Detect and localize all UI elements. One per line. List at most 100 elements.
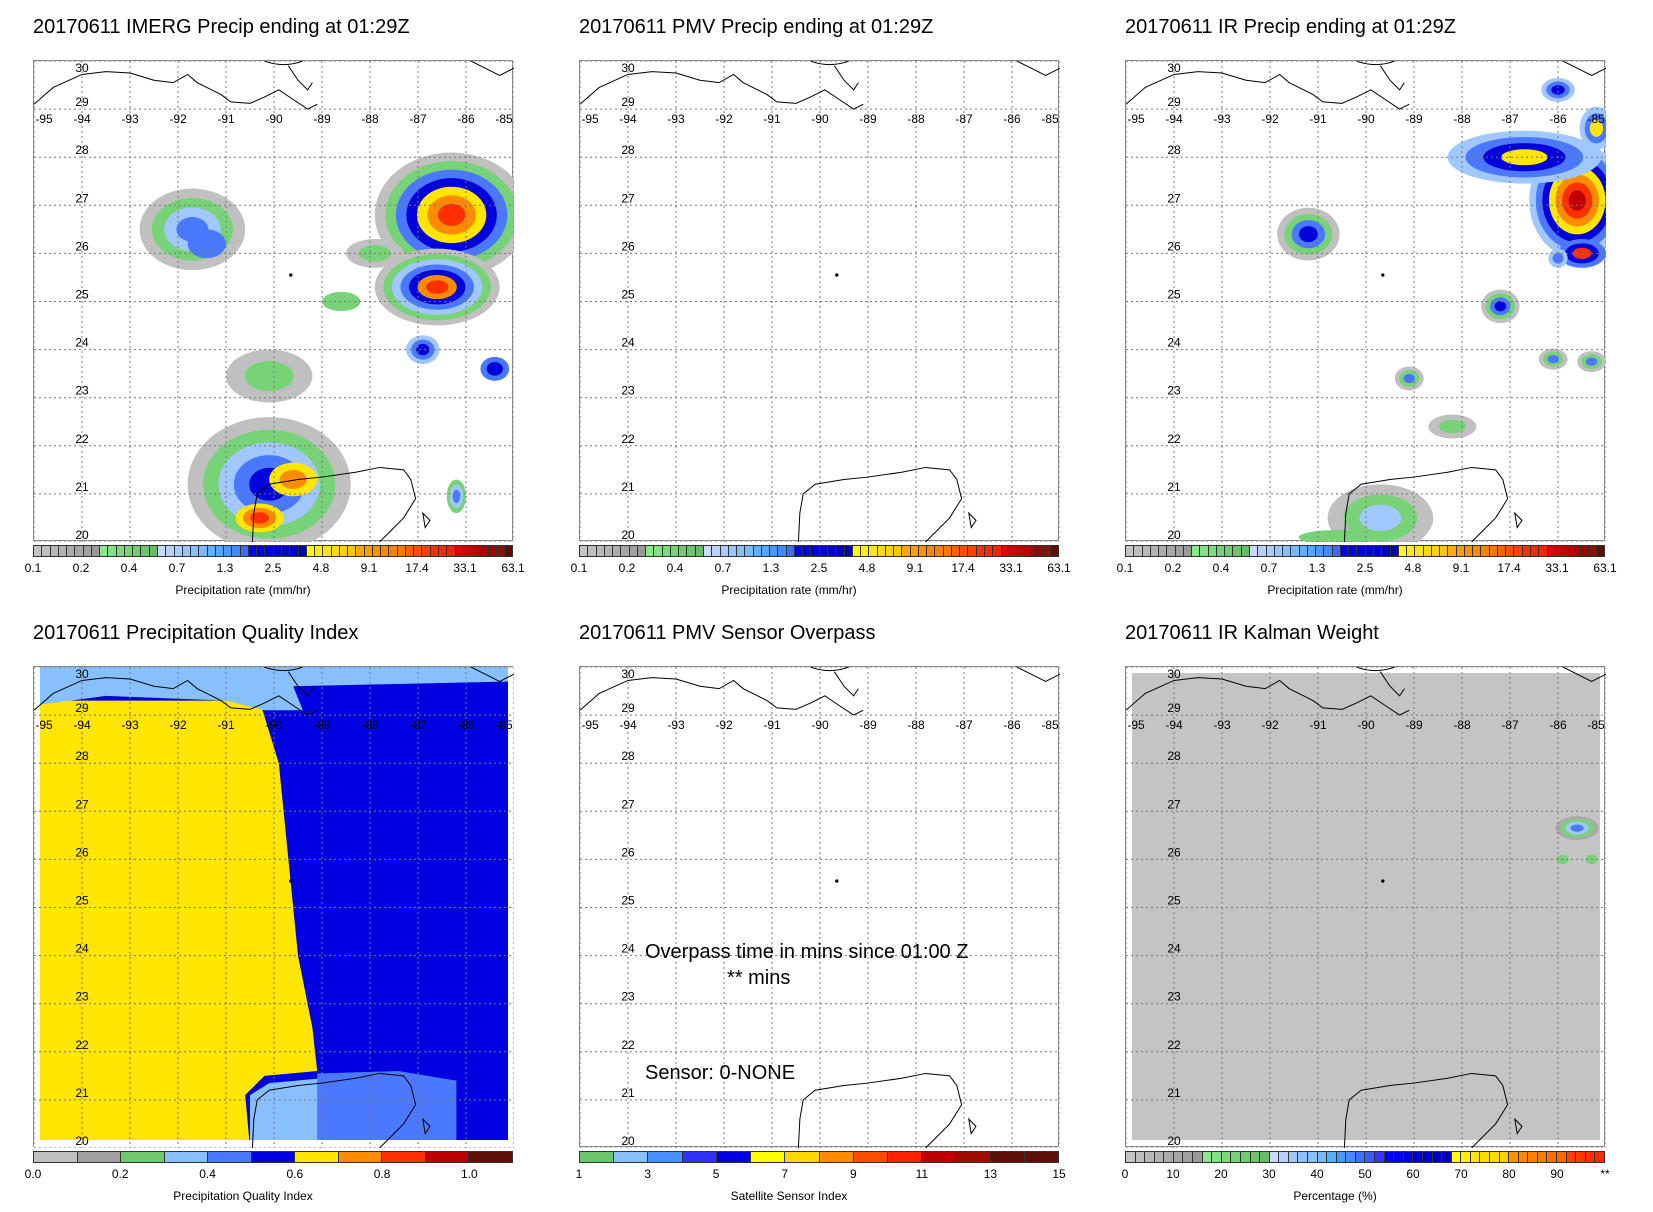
lon-tick-label: -88 bbox=[361, 112, 379, 126]
colorbar-tick-label: 0.7 bbox=[714, 561, 732, 575]
colorbar-bin bbox=[1470, 1152, 1481, 1162]
panel-title: 20170611 Precipitation Quality Index bbox=[33, 622, 359, 644]
lon-tick-label: -93 bbox=[121, 718, 139, 732]
colorbar-bin bbox=[1026, 546, 1035, 556]
colorbar-tick-label: 11 bbox=[915, 1167, 929, 1181]
colorbar-bin bbox=[827, 546, 837, 556]
precip-contour bbox=[1570, 824, 1584, 832]
lon-tick-label: -90 bbox=[811, 718, 829, 732]
colorbar-tick-label: 1.0 bbox=[461, 1167, 478, 1181]
precip-contour bbox=[244, 361, 294, 391]
pqi-region-mid bbox=[317, 1071, 457, 1148]
colorbar-bin bbox=[1145, 1152, 1155, 1162]
colorbar-bin bbox=[315, 546, 324, 556]
colorbar-bin bbox=[505, 546, 513, 556]
colorbar-bin bbox=[960, 546, 969, 556]
colorbar-tick-label: 0.6 bbox=[286, 1167, 304, 1181]
colorbar-bin bbox=[1142, 546, 1151, 556]
colorbar-bin bbox=[951, 546, 961, 556]
colorbar-tick-label: 33.1 bbox=[1545, 561, 1569, 575]
colorbar-bin bbox=[1307, 1152, 1318, 1162]
map-grid bbox=[1126, 61, 1606, 542]
precip-cell bbox=[187, 229, 226, 259]
mississippi-delta bbox=[287, 671, 313, 697]
gulf-coast-us bbox=[580, 677, 864, 716]
colorbar-bin bbox=[1518, 1152, 1529, 1162]
lake-pontchartrain bbox=[264, 61, 303, 66]
lon-tick-label: -91 bbox=[1309, 718, 1327, 732]
colorbar-title: Precipitation rate (mm/hr) bbox=[1267, 583, 1403, 597]
lon-tick-label: -93 bbox=[667, 112, 685, 126]
colorbar-tick-label: 0.8 bbox=[373, 1167, 391, 1181]
colorbar-tick-label: 50 bbox=[1358, 1167, 1372, 1181]
colorbar-title: Satellite Sensor Index bbox=[730, 1189, 848, 1203]
colorbar-bin bbox=[75, 546, 84, 556]
colorbar-bin bbox=[604, 546, 614, 556]
florida-panhandle bbox=[470, 667, 514, 682]
lat-tick-label: 25 bbox=[75, 288, 89, 302]
reef-islet bbox=[289, 879, 293, 883]
lon-tick-label: -85 bbox=[1587, 718, 1605, 732]
colorbar-bin bbox=[1164, 1152, 1174, 1162]
map-pqi: -95 -94 -93 -92 -91 -90 -89 -88 -87 -86 -85 20 21 22 2… bbox=[33, 666, 514, 1148]
colorbar-bin bbox=[381, 546, 390, 556]
colorbar-bin bbox=[1580, 546, 1589, 556]
colorbar-bin bbox=[1299, 546, 1308, 556]
colorbar-tick-label: 63.1 bbox=[1593, 561, 1617, 575]
colorbar-bin bbox=[1018, 546, 1027, 556]
colorbar-bin bbox=[927, 546, 936, 556]
lat-tick-label: 27 bbox=[1167, 191, 1181, 205]
colorbar-labels: 0.0 0.2 0.4 0.6 0.8 1.0 bbox=[25, 1167, 513, 1183]
lat-tick-label: 28 bbox=[621, 749, 635, 763]
colorbar-bin bbox=[1346, 1152, 1356, 1162]
yucatan-coast bbox=[1343, 1072, 1509, 1148]
colorbar-bin bbox=[588, 546, 597, 556]
lon-tick-label: -85 bbox=[1041, 112, 1059, 126]
colorbar-bin bbox=[1009, 546, 1019, 556]
colorbar-bin bbox=[1154, 1152, 1165, 1162]
reef-islet bbox=[1381, 273, 1385, 277]
precip-cell bbox=[446, 479, 466, 514]
pqi-region-yucatan bbox=[250, 1078, 327, 1148]
lon-tick-label: -92 bbox=[1261, 718, 1279, 732]
colorbar-bin bbox=[1585, 1152, 1596, 1162]
colorbar-bin bbox=[463, 546, 473, 556]
reef-islet bbox=[835, 879, 839, 883]
map-canvas: -95 -94 -93 -92 -91 -90 -89 -88 -87 -86 -85 20 21 22 2… bbox=[580, 667, 1060, 1148]
colorbar-bin bbox=[67, 546, 76, 556]
colorbar-bin bbox=[1193, 1152, 1203, 1162]
colorbar-tick-label: 10 bbox=[1166, 1167, 1180, 1181]
colorbar-bin bbox=[1497, 546, 1507, 556]
lat-tick-label: 22 bbox=[621, 432, 635, 446]
colorbar-tick-label: 0.1 bbox=[24, 561, 42, 575]
colorbar-bin bbox=[819, 1152, 854, 1162]
map-ir: -95 -94 -93 -92 -91 -90 -89 -88 -87 -86 -85 20 21 22 2… bbox=[1125, 60, 1606, 542]
colorbar-bin bbox=[761, 546, 771, 556]
colorbar-bin bbox=[580, 1152, 615, 1162]
colorbar-bin bbox=[1298, 1152, 1308, 1162]
colorbar-tick-label: 13 bbox=[983, 1167, 998, 1181]
precip-cell bbox=[374, 152, 514, 278]
colorbar-bin bbox=[1279, 1152, 1289, 1162]
colorbar-bin bbox=[447, 546, 456, 556]
colorbar-bin bbox=[298, 546, 307, 556]
colorbar-bin bbox=[281, 546, 291, 556]
colorbar-bin bbox=[157, 546, 167, 556]
colorbar-bin bbox=[1547, 1152, 1558, 1162]
colorbar-tick-label: 0.2 bbox=[1164, 561, 1182, 575]
lon-tick-label: -92 bbox=[715, 718, 733, 732]
colorbar-bin bbox=[682, 1152, 717, 1162]
colorbar-bin bbox=[1514, 546, 1523, 556]
lon-tick-label: -87 bbox=[409, 112, 427, 126]
map-grid bbox=[34, 667, 514, 1148]
precip-contour bbox=[279, 469, 307, 489]
colorbar-tick-label: 63.1 bbox=[1047, 561, 1071, 575]
colorbar-bin bbox=[1183, 1152, 1194, 1162]
colorbar-bin bbox=[1588, 546, 1598, 556]
lat-tick-label: 23 bbox=[1167, 990, 1181, 1004]
lat-tick-label: 23 bbox=[75, 384, 89, 398]
colorbar-bin bbox=[182, 546, 192, 556]
colorbar-bin bbox=[257, 546, 266, 556]
colorbar-bin bbox=[956, 1152, 991, 1162]
colorbar-tick-label: 0.4 bbox=[666, 561, 684, 575]
